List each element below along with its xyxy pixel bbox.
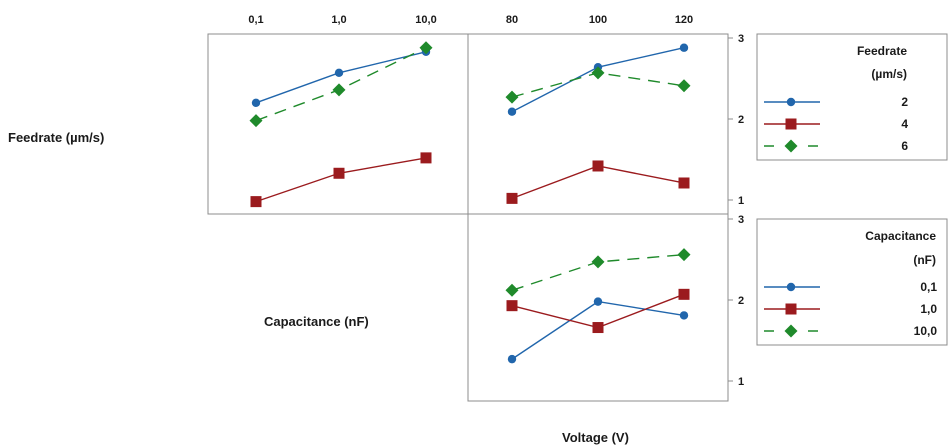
data-point-10-0 [677,248,691,262]
legend-feedrate-title: Feedrate [857,44,907,58]
voltage-tick-label: 120 [675,14,693,26]
legend-entry-label: 0,1 [920,280,937,294]
panel-feedrate-capacitance-series [249,41,433,208]
data-point-2 [679,43,689,52]
data-point-6 [591,66,605,80]
legend-entry-label: 4 [901,117,908,131]
data-point-6 [332,83,346,97]
capacitance-row-label: Capacitance (nF) [264,314,369,329]
data-point-2 [251,98,261,108]
data-point-1-0 [678,288,690,300]
panel-capacitance-voltage-frame [467,213,729,402]
panel-feedrate-capacitance-frame [207,33,469,215]
legend-feedrate-unit: (µm/s) [871,67,907,81]
feedrate-y-axis: 3 2 1 [728,33,744,207]
voltage-tick-label: 100 [589,14,607,26]
voltage-axis-label: Voltage (V) [562,430,629,445]
panel-feedrate-voltage-series [505,43,691,204]
data-point-4 [420,152,432,164]
voltage-tick-labels: 80 100 120 [506,14,693,26]
capacitance-y-axis: 3 2 1 [728,214,744,388]
legend-feedrate-frame [756,33,948,161]
data-point-4 [333,167,345,179]
data-point-2 [334,68,344,78]
legend-swatch-marker [784,139,798,153]
legend-swatch-marker [785,118,797,130]
legend-entry-label: 2 [901,95,908,109]
capacitance-tick-labels: 0,1 1,0 10,0 [248,14,436,26]
y-tick-label: 1 [738,376,744,388]
legend-swatch-marker [786,282,796,292]
y-tick-label: 2 [738,295,744,307]
legend-entry-label: 10,0 [914,324,938,338]
capacitance-tick-label: 0,1 [248,14,263,26]
data-point-4 [678,177,690,189]
capacitance-tick-label: 10,0 [415,14,436,26]
data-point-6 [249,114,263,128]
data-point-0-1 [507,354,517,364]
legend-swatch-marker [784,324,798,338]
legend-capacitance-frame [756,218,948,346]
series-line-2 [255,51,427,104]
legend-entry-label: 1,0 [920,302,937,316]
series-line-2 [511,47,685,113]
legend-capacitance-entries: 0,1 1,0 10,0 [764,280,937,338]
panel-capacitance-voltage-series [505,248,691,364]
legend-feedrate-entries: 2 4 6 [764,95,908,153]
data-point-4 [250,196,262,208]
data-point-6 [419,41,433,55]
legend-swatch-marker [785,303,797,315]
capacitance-tick-label: 1,0 [331,14,346,26]
data-point-6 [505,90,519,104]
voltage-tick-label: 80 [506,14,518,26]
data-point-10-0 [505,283,519,297]
y-tick-label: 2 [738,114,744,126]
data-point-2 [507,107,517,116]
legend-capacitance: Capacitance (nF) 0,1 1,0 10,0 [756,218,948,346]
data-point-1-0 [506,300,518,312]
legend-feedrate: Feedrate (µm/s) 2 4 6 [756,33,948,161]
feedrate-row-label: Feedrate (µm/s) [8,130,104,145]
legend-swatch-marker [786,97,796,107]
legend-capacitance-unit: (nF) [913,253,936,267]
legend-entry-label: 6 [901,139,908,153]
data-point-0-1 [679,311,689,320]
data-point-0-1 [593,297,603,306]
data-point-4 [592,160,604,172]
y-tick-label: 1 [738,195,744,207]
data-point-1-0 [592,322,604,334]
y-tick-label: 3 [738,214,744,226]
legend-capacitance-title: Capacitance [865,229,936,243]
series-line-4 [255,157,427,203]
data-point-4 [506,192,518,204]
y-tick-label: 3 [738,33,744,45]
data-point-6 [677,79,691,93]
data-point-10-0 [591,255,605,269]
